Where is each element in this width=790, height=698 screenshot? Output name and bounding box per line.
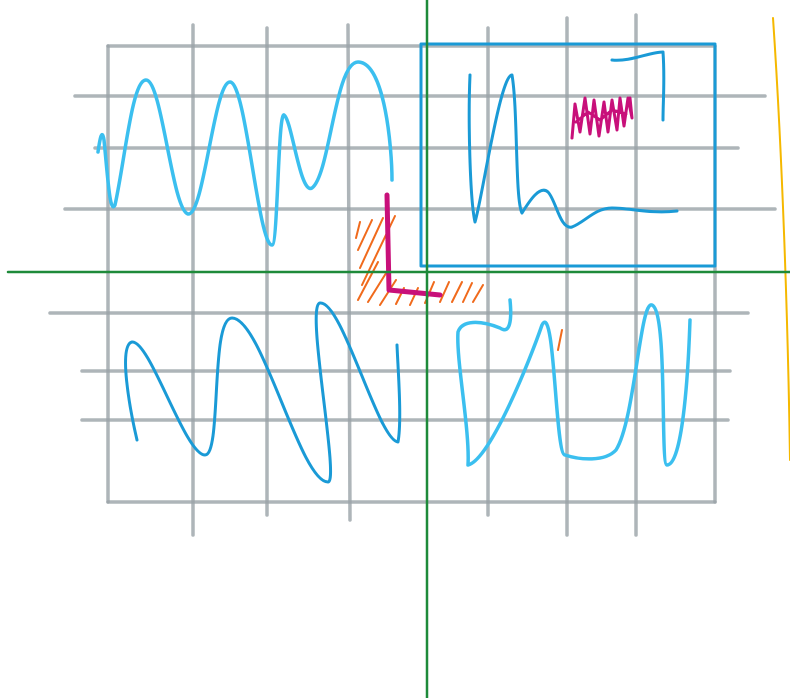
wave-bottom-right	[458, 300, 690, 465]
sketch-canvas	[0, 0, 790, 698]
yellow-stroke	[773, 18, 790, 460]
axes	[8, 0, 790, 698]
grid-vertical	[108, 15, 715, 535]
magenta-scribble	[572, 98, 632, 138]
wave-bottom-left	[126, 303, 400, 482]
page: (() => { const data = JSON.parse(documen…	[0, 0, 790, 698]
wave-top-right	[469, 75, 677, 227]
